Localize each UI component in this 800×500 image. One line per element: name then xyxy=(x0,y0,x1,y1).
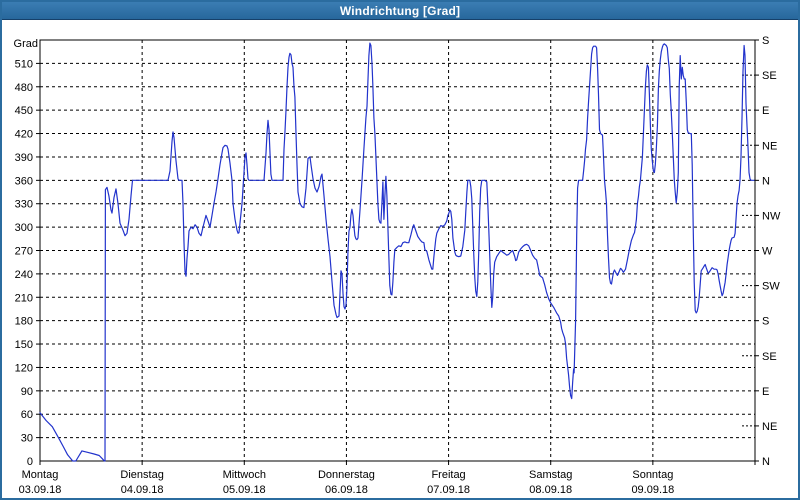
x-axis-day-label: Freitag xyxy=(431,469,465,481)
y-axis-tick-label: 90 xyxy=(21,386,33,398)
y-axis-tick-label: 480 xyxy=(15,82,33,94)
compass-axis-label: SW xyxy=(762,281,780,293)
chart-container: 0 30 60 90 120 150 180 210 240 270 300 330 360 390 420… xyxy=(2,20,798,498)
wind-direction-chart: 0 30 60 90 120 150 180 210 240 270 300 330 360 390 420… xyxy=(14,35,781,496)
x-axis-date-label: 03.09.18 xyxy=(19,484,62,496)
y-axis-tick-label: 0 xyxy=(27,456,33,468)
compass-axis-label: N xyxy=(762,456,770,468)
y-axis-tick-label: 330 xyxy=(15,199,33,211)
x-axis-date-label: 05.09.18 xyxy=(223,484,266,496)
x-axis-day-label: Montag xyxy=(22,469,59,481)
compass-axis-label: SE xyxy=(762,351,777,363)
window-titlebar[interactable]: Windrichtung [Grad] xyxy=(2,2,798,20)
compass-axis-label: N xyxy=(762,175,770,187)
x-axis-day-label: Mittwoch xyxy=(223,469,266,481)
wind-direction-line xyxy=(39,42,755,462)
x-axis-day-label: Dienstag xyxy=(120,469,163,481)
x-axis-date-label: 06.09.18 xyxy=(325,484,368,496)
compass-axis-label: E xyxy=(762,386,769,398)
compass-axis-label: NE xyxy=(762,421,777,433)
y-axis-tick-label: 450 xyxy=(15,105,33,117)
y-axis-unit-label: Grad xyxy=(14,38,38,50)
compass-axis-label: S xyxy=(762,35,769,47)
y-axis-tick-label: 300 xyxy=(15,222,33,234)
x-axis-day-label: Donnerstag xyxy=(318,469,375,481)
y-axis-tick-label: 270 xyxy=(15,246,33,258)
y-axis-tick-label: 150 xyxy=(15,339,33,351)
x-axis-day-label: Samstag xyxy=(529,469,572,481)
compass-axis-label: SE xyxy=(762,70,777,82)
y-axis-tick-label: 180 xyxy=(15,316,33,328)
x-axis-date-label: 09.09.18 xyxy=(631,484,674,496)
y-axis-tick-label: 420 xyxy=(15,129,33,141)
y-axis-tick-label: 360 xyxy=(15,175,33,187)
x-axis-date-label: 07.09.18 xyxy=(427,484,470,496)
compass-axis-label: W xyxy=(762,246,773,258)
y-axis-tick-label: 390 xyxy=(15,152,33,164)
y-axis-tick-label: 30 xyxy=(21,433,33,445)
x-axis-date-label: 08.09.18 xyxy=(529,484,572,496)
x-axis-date-label: 04.09.18 xyxy=(121,484,164,496)
window-title: Windrichtung [Grad] xyxy=(339,3,461,18)
compass-axis-label: S xyxy=(762,316,769,328)
y-axis-tick-label: 120 xyxy=(15,362,33,374)
compass-axis-label: E xyxy=(762,105,769,117)
y-axis-tick-label: 210 xyxy=(15,292,33,304)
compass-axis-label: NE xyxy=(762,140,777,152)
y-axis-tick-label: 510 xyxy=(15,58,33,70)
y-axis-tick-label: 60 xyxy=(21,409,33,421)
x-axis-day-label: Sonntag xyxy=(632,469,673,481)
compass-axis-label: NW xyxy=(762,210,781,222)
y-axis-tick-label: 240 xyxy=(15,269,33,281)
